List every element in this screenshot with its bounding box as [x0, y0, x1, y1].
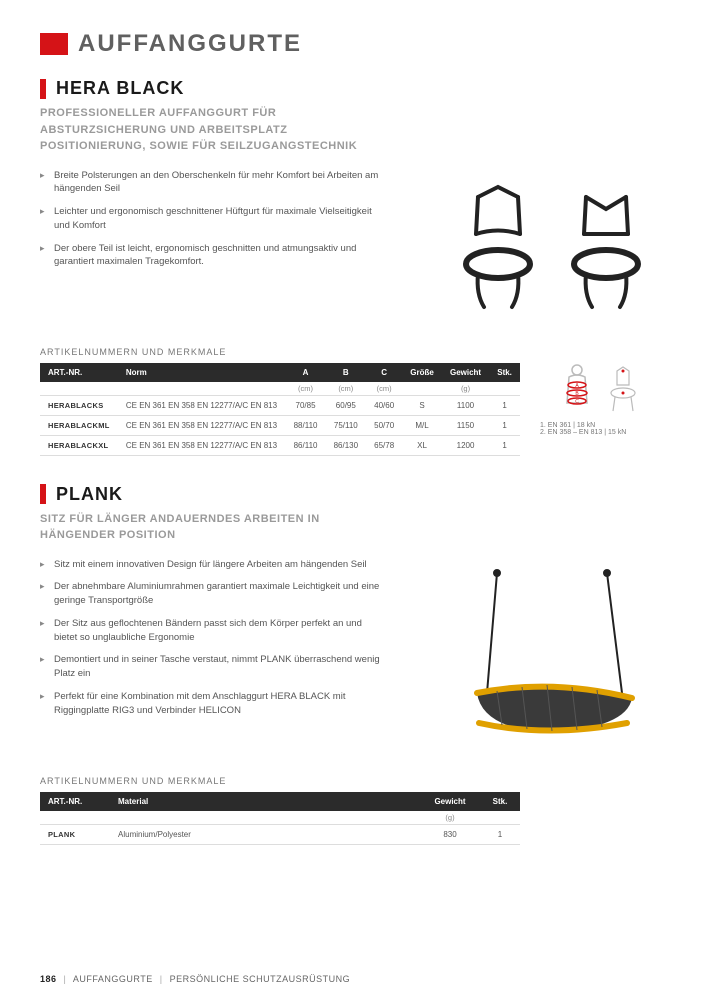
unit-row: (g) [40, 811, 520, 825]
table-row: HERABLACKS CE EN 361 EN 358 EN 12277/A/C… [40, 395, 520, 415]
table-row: PLANK Aluminium/Polyester 830 1 [40, 824, 520, 844]
size-diagram: A B C 1. EN 361 | 18 kN 2. EN 358 – EN 8… [540, 363, 660, 436]
section-title: PLANK [56, 484, 123, 505]
table-label: ARTIKELNUMMERN UND MERKMALE [40, 776, 667, 786]
th: Gewicht [420, 792, 480, 811]
diagram-note: 1. EN 361 | 18 kN [540, 422, 660, 429]
th: Norm [118, 363, 286, 382]
section-title-row: HERA BLACK [40, 78, 667, 99]
title-accent-block [40, 33, 68, 55]
content-row: Sitz mit einem innovativen Design für lä… [40, 558, 667, 758]
list-item: Leichter und ergonomisch geschnittener H… [40, 205, 380, 233]
footer-crumb: PERSÖNLICHE SCHUTZAUSRÜSTUNG [170, 974, 351, 984]
section-hera-black: HERA BLACK PROFESSIONELLER AUFFANGGURT F… [40, 78, 667, 456]
section-accent-bar [40, 484, 46, 504]
text-column: Breite Polsterungen an den Oberschenkeln… [40, 169, 417, 329]
text-column: Sitz mit einem innovativen Design für lä… [40, 558, 417, 758]
section-subtitle: PROFESSIONELLER AUFFANGGURT FÜR ABSTURZS… [40, 105, 390, 155]
list-item: Breite Polsterungen an den Oberschenkeln… [40, 169, 380, 197]
table-row: HERABLACKML CE EN 361 EN 358 EN 12277/A/… [40, 415, 520, 435]
plank-seat-icon [447, 563, 657, 753]
th: Material [110, 792, 420, 811]
harness-back-icon [556, 179, 656, 319]
unit-row: (cm) (cm) (cm) (g) [40, 382, 520, 396]
diagram-note: 2. EN 358 – EN 813 | 15 kN [540, 429, 660, 436]
list-item: Demontiert und in seiner Tasche verstaut… [40, 653, 380, 681]
page-number: 186 [40, 974, 57, 984]
th: ART.-NR. [40, 792, 110, 811]
section-subtitle: SITZ FÜR LÄNGER ANDAUERNDES ARBEITEN IN … [40, 511, 390, 544]
product-image-hera [437, 169, 667, 329]
page-title-row: AUFFANGGURTE [40, 30, 667, 58]
page-footer: 186 | AUFFANGGURTE | PERSÖNLICHE SCHUTZA… [40, 974, 350, 984]
section-accent-bar [40, 79, 46, 99]
spec-table-plank: ART.-NR. Material Gewicht Stk. (g) PLANK… [40, 792, 520, 845]
table-label: ARTIKELNUMMERN UND MERKMALE [40, 347, 667, 357]
th: Gewicht [442, 363, 489, 382]
feature-list: Sitz mit einem innovativen Design für lä… [40, 558, 417, 718]
section-title-row: PLANK [40, 484, 667, 505]
th: B [326, 363, 367, 382]
th: A [286, 363, 326, 382]
list-item: Der obere Teil ist leicht, ergonomisch g… [40, 242, 380, 270]
list-item: Der abnehmbare Aluminiumrahmen garantier… [40, 580, 380, 608]
harness-schematic-icon [603, 363, 643, 418]
svg-text:C: C [575, 399, 579, 405]
section-plank: PLANK SITZ FÜR LÄNGER ANDAUERNDES ARBEIT… [40, 484, 667, 845]
feature-list: Breite Polsterungen an den Oberschenkeln… [40, 169, 417, 270]
page-title: AUFFANGGURTE [78, 30, 302, 58]
product-image-plank [437, 558, 667, 758]
list-item: Der Sitz aus geflochtenen Bändern passt … [40, 617, 380, 645]
content-row: Breite Polsterungen an den Oberschenkeln… [40, 169, 667, 329]
list-item: Sitz mit einem innovativen Design für lä… [40, 558, 380, 572]
th: Größe [402, 363, 442, 382]
table-row-wrap: ART.-NR. Norm A B C Größe Gewicht Stk. (… [40, 363, 667, 456]
th: ART.-NR. [40, 363, 118, 382]
list-item: Perfekt für eine Kombination mit dem Ans… [40, 690, 380, 718]
th: Stk. [480, 792, 520, 811]
footer-crumb: AUFFANGGURTE [73, 974, 153, 984]
section-title: HERA BLACK [56, 78, 184, 99]
body-measure-icon: A B C [557, 363, 597, 418]
table-row: HERABLACKXL CE EN 361 EN 358 EN 12277/A/… [40, 435, 520, 455]
harness-front-icon [448, 179, 548, 319]
th: Stk. [489, 363, 520, 382]
th: C [366, 363, 402, 382]
spec-table-hera: ART.-NR. Norm A B C Größe Gewicht Stk. (… [40, 363, 520, 456]
